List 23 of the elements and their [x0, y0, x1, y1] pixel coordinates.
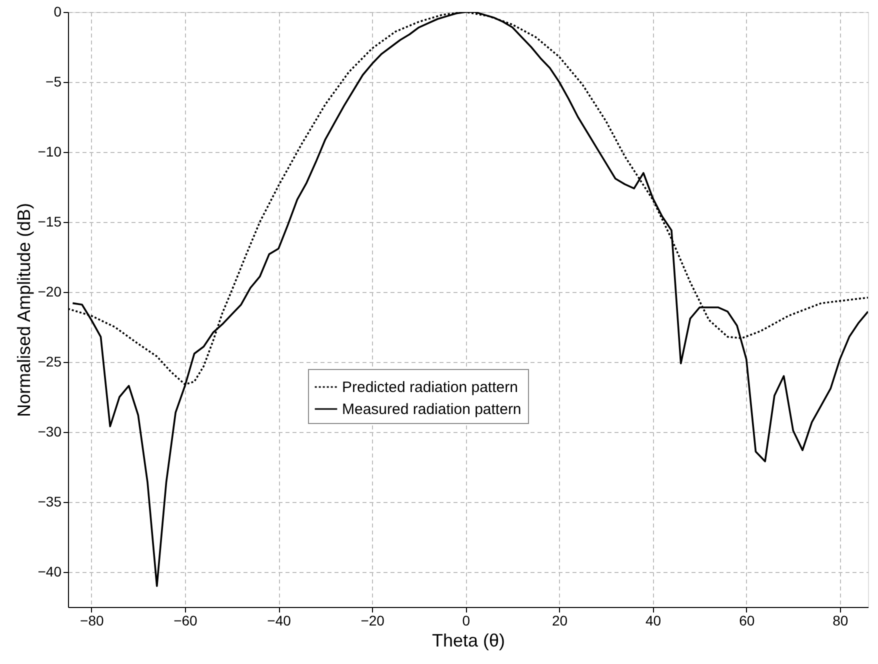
y-axis-title: Normalised Amplitude (dB)	[14, 202, 34, 418]
y-tick-label: −40	[38, 564, 62, 580]
y-tick-label: −15	[38, 214, 62, 230]
x-tick-label: −60	[174, 612, 198, 628]
x-tick-label: 60	[739, 612, 755, 628]
x-tick-label: −80	[80, 612, 104, 628]
x-tick-label: 80	[832, 612, 848, 628]
x-tick-label: −20	[360, 612, 385, 628]
y-tick-label: 0	[54, 4, 62, 20]
y-tick-label: −20	[38, 284, 62, 300]
x-tick-label: 20	[552, 612, 568, 628]
legend-label: Measured radiation pattern	[342, 401, 522, 418]
x-tick-label: −40	[267, 612, 292, 628]
y-tick-label: −5	[46, 74, 62, 90]
x-tick-label: 40	[646, 612, 662, 628]
y-tick-label: −10	[38, 144, 62, 160]
line-series	[72, 12, 868, 587]
y-tick-label: −30	[38, 424, 62, 440]
y-tick-label: −25	[38, 354, 62, 370]
legend-label: Predicted radiation pattern	[342, 379, 518, 396]
y-tick-label: −35	[38, 494, 62, 510]
x-axis-title: Theta (θ)	[432, 630, 506, 650]
x-tick-label: 0	[462, 612, 470, 628]
